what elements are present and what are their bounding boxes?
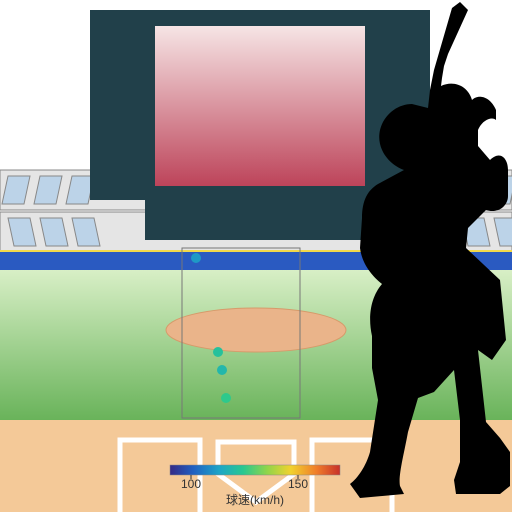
pitch-point	[213, 347, 223, 357]
pitchers-mound	[166, 308, 346, 352]
scoreboard-screen	[155, 26, 365, 186]
pitch-point	[221, 393, 231, 403]
pitch-point	[217, 365, 227, 375]
speed-colorbar	[170, 465, 340, 475]
pitch-location-chart: 100 150 球速(km/h)	[0, 0, 512, 512]
scoreboard-stem	[145, 200, 375, 240]
pitch-point	[191, 253, 201, 263]
colorbar-tick-label: 150	[288, 477, 308, 491]
colorbar-tick-label: 100	[181, 477, 201, 491]
colorbar-label: 球速(km/h)	[226, 493, 284, 507]
